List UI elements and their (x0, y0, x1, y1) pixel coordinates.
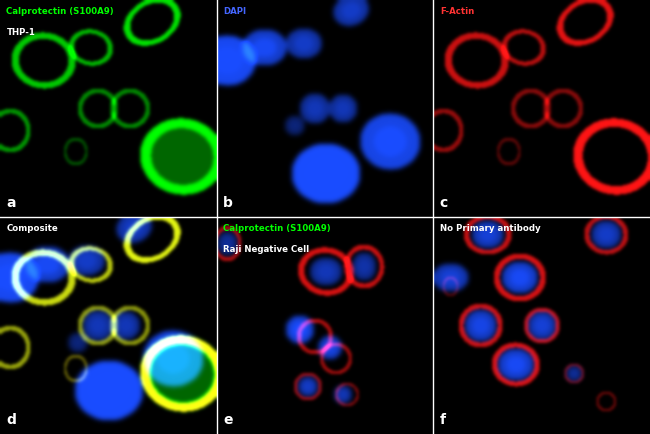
Text: Calprotectin (S100A9): Calprotectin (S100A9) (223, 224, 331, 233)
Text: d: d (6, 414, 16, 427)
Text: No Primary antibody: No Primary antibody (440, 224, 540, 233)
Text: Calprotectin (S100A9): Calprotectin (S100A9) (6, 7, 114, 16)
Text: F-Actin: F-Actin (440, 7, 474, 16)
Text: Raji Negative Cell: Raji Negative Cell (223, 245, 309, 254)
Text: THP-1: THP-1 (6, 28, 35, 37)
Text: f: f (440, 414, 446, 427)
Text: a: a (6, 197, 16, 210)
Text: b: b (223, 197, 233, 210)
Text: Composite: Composite (6, 224, 58, 233)
Text: DAPI: DAPI (223, 7, 246, 16)
Text: c: c (440, 197, 448, 210)
Text: e: e (223, 414, 233, 427)
